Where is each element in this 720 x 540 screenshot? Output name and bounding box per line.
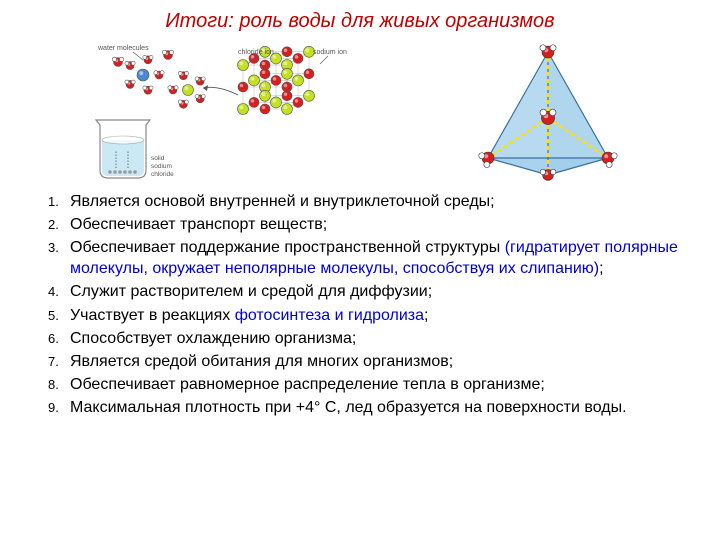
list-item: 5.Участвует в реакциях фотосинтеза и гид…: [48, 305, 690, 326]
page-title: Итоги: роль воды для живых организмов: [0, 0, 720, 37]
list-number: 7.: [48, 351, 70, 372]
list-text: Способствует охлаждению организма;: [70, 328, 690, 349]
diagram-row: solidsodiumchloride water molecules chlori…: [0, 37, 720, 187]
svg-text:water molecules: water molecules: [97, 45, 149, 52]
list-text: Служит растворителем и средой для диффуз…: [70, 281, 690, 302]
svg-text:sodium: sodium: [151, 163, 172, 170]
list-text: Является основой внутренней и внутриклет…: [70, 191, 690, 212]
tetrahedron-diagram: [463, 40, 633, 185]
svg-text:solid: solid: [151, 155, 165, 162]
summary-list: 1.Является основой внутренней и внутрикл…: [0, 187, 720, 430]
list-item: 8.Обеспечивает равномерное распределение…: [48, 374, 690, 395]
list-number: 8.: [48, 374, 70, 395]
list-text: Участвует в реакциях фотосинтеза и гидро…: [70, 305, 690, 326]
list-number: 4.: [48, 281, 70, 302]
list-number: 5.: [48, 305, 70, 326]
list-item: 4.Служит растворителем и средой для дифф…: [48, 281, 690, 302]
list-text: Максимальная плотность при +4° С, лед об…: [70, 397, 690, 418]
list-number: 1.: [48, 191, 70, 212]
list-text: Обеспечивает равномерное распределение т…: [70, 374, 690, 395]
svg-text:chloride: chloride: [151, 171, 174, 178]
list-item: 2.Обеспечивает транспорт веществ;: [48, 214, 690, 235]
list-text: Обеспечивает транспорт веществ;: [70, 214, 690, 235]
list-text: Обеспечивает поддержание пространственно…: [70, 237, 690, 279]
list-item: 1.Является основой внутренней и внутрикл…: [48, 191, 690, 212]
list-item: 6.Способствует охлаждению организма;: [48, 328, 690, 349]
list-item: 9.Максимальная плотность при +4° С, лед …: [48, 397, 690, 418]
svg-text:chloride ion: chloride ion: [238, 49, 274, 56]
list-item: 3. Обеспечивает поддержание пространстве…: [48, 237, 690, 279]
svg-text:sodium ion: sodium ion: [313, 49, 347, 56]
list-number: 2.: [48, 214, 70, 235]
list-number: 6.: [48, 328, 70, 349]
list-item: 7.Является средой обитания для многих ор…: [48, 351, 690, 372]
list-number: 3.: [48, 237, 70, 279]
dissolution-diagram: solidsodiumchloride water molecules chlori…: [88, 40, 368, 185]
list-number: 9.: [48, 397, 70, 418]
list-text: Является средой обитания для многих орга…: [70, 351, 690, 372]
